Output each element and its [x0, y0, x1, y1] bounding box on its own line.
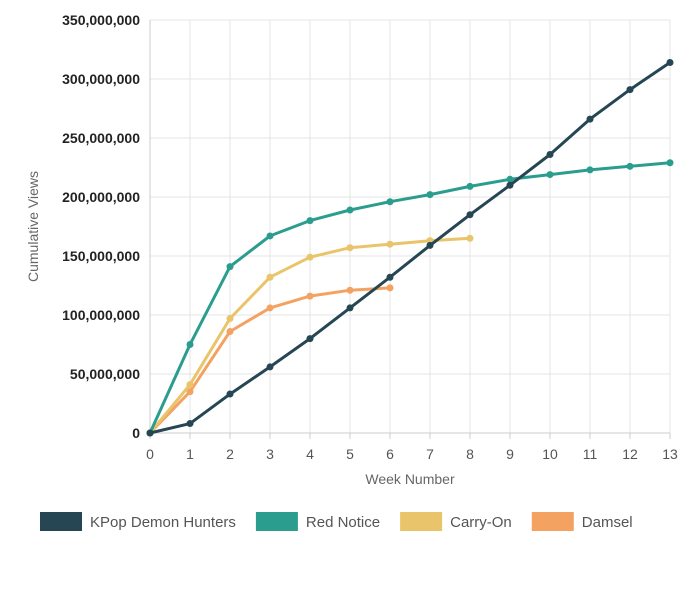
y-tick-label: 250,000,000	[62, 130, 140, 146]
x-tick-label: 10	[542, 446, 558, 462]
data-point[interactable]	[466, 182, 474, 190]
data-point[interactable]	[386, 240, 394, 248]
x-tick-label: 1	[186, 446, 194, 462]
data-point[interactable]	[306, 253, 314, 261]
data-point[interactable]	[546, 171, 554, 179]
data-point[interactable]	[186, 420, 194, 428]
data-point[interactable]	[226, 390, 234, 398]
data-point[interactable]	[146, 429, 154, 437]
data-point[interactable]	[466, 234, 474, 242]
grid-layer	[150, 19, 671, 433]
series-line	[148, 61, 672, 435]
data-point[interactable]	[266, 232, 274, 240]
data-point[interactable]	[586, 166, 594, 174]
data-point[interactable]	[666, 159, 674, 167]
data-point[interactable]	[226, 263, 234, 271]
data-point[interactable]	[626, 86, 634, 94]
x-tick-label: 2	[226, 446, 234, 462]
x-axis-title: Week Number	[365, 471, 455, 487]
x-tick-label: 6	[386, 446, 394, 462]
y-tick-label: 0	[132, 425, 140, 441]
x-tick-label: 8	[466, 446, 474, 462]
data-point[interactable]	[426, 241, 434, 249]
data-point[interactable]	[546, 151, 554, 159]
series-layer	[146, 58, 674, 437]
data-point[interactable]	[666, 58, 674, 66]
legend[interactable]: KPop Demon Hunters Red Notice Carry-On Dams…	[40, 512, 633, 531]
data-point[interactable]	[346, 244, 354, 252]
data-point[interactable]	[346, 286, 354, 294]
legend-item-red-notice[interactable]: Red Notice	[255, 512, 380, 531]
data-point[interactable]	[306, 292, 314, 300]
y-tick-label: 100,000,000	[62, 307, 140, 323]
legend-swatch	[40, 512, 82, 531]
y-tick-label: 300,000,000	[62, 71, 140, 87]
y-tick-label: 150,000,000	[62, 248, 140, 264]
legend-swatch	[400, 512, 443, 531]
series-red-notice	[146, 159, 674, 437]
legend-label: Carry-On	[450, 514, 512, 531]
x-tick-label: 7	[426, 446, 434, 462]
legend-item-kpop-demon-hunters[interactable]: KPop Demon Hunters	[40, 512, 236, 531]
data-point[interactable]	[506, 175, 514, 183]
data-point[interactable]	[266, 273, 274, 281]
data-point[interactable]	[306, 335, 314, 343]
data-point[interactable]	[586, 115, 594, 123]
data-point[interactable]	[506, 181, 514, 189]
legend-item-carry-on[interactable]: Carry-On	[400, 512, 512, 531]
x-tick-label: 5	[346, 446, 354, 462]
data-point[interactable]	[186, 381, 194, 389]
legend-label: Red Notice	[306, 514, 380, 531]
data-point[interactable]	[226, 328, 234, 336]
data-point[interactable]	[386, 198, 394, 206]
data-point[interactable]	[626, 162, 634, 170]
data-point[interactable]	[306, 217, 314, 225]
data-point[interactable]	[466, 211, 474, 219]
legend-label: Damsel	[582, 514, 633, 531]
axis-layer: 0 50,000,000 100,000,000 150,000,000 200,000…	[62, 12, 678, 462]
data-point[interactable]	[186, 341, 194, 348]
x-tick-label: 12	[622, 446, 638, 462]
series-line	[148, 161, 672, 435]
series-kpop-demon-hunters	[146, 58, 674, 437]
data-point[interactable]	[386, 273, 394, 281]
legend-label: KPop Demon Hunters	[90, 514, 236, 531]
x-tick-label: 13	[662, 446, 678, 462]
legend-item-damsel[interactable]: Damsel	[531, 512, 633, 531]
data-point[interactable]	[346, 206, 354, 214]
legend-swatch	[531, 512, 574, 531]
y-axis-title: Cumulative Views	[25, 171, 41, 282]
y-tick-label: 200,000,000	[62, 189, 140, 205]
x-tick-label: 9	[506, 446, 514, 462]
y-tick-label: 350,000,000	[62, 12, 140, 28]
data-point[interactable]	[386, 284, 394, 292]
data-point[interactable]	[186, 388, 194, 396]
data-point[interactable]	[226, 315, 234, 323]
data-point[interactable]	[266, 363, 274, 371]
data-point[interactable]	[266, 304, 274, 312]
y-tick-label: 50,000,000	[70, 366, 140, 382]
x-tick-label: 4	[306, 446, 314, 462]
x-tick-label: 3	[266, 446, 274, 462]
legend-swatch	[255, 512, 298, 531]
data-point[interactable]	[426, 191, 434, 199]
data-point[interactable]	[346, 304, 354, 312]
x-tick-label: 11	[583, 446, 598, 462]
x-tick-label: 0	[146, 446, 154, 462]
